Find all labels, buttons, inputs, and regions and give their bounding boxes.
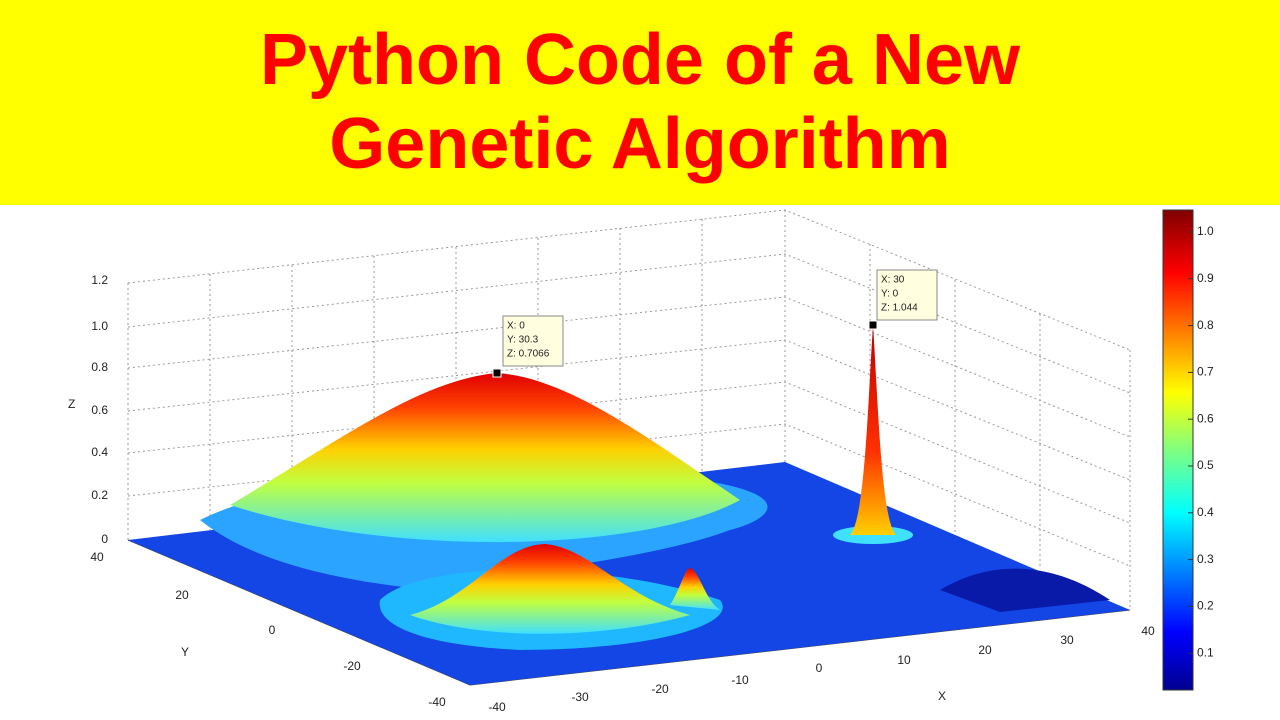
datatip-box (502, 315, 564, 367)
x-axis-label: X (938, 689, 946, 703)
datatip-line: Z: 0.7066 (507, 349, 550, 360)
title-line: Python Code of a New (259, 20, 1021, 100)
datatip-box (876, 269, 938, 321)
y-tick-label: 20 (175, 588, 189, 602)
colorbar-tick-label: 0.3 (1197, 552, 1214, 566)
colorbar (1162, 209, 1194, 691)
x-tick-label: 10 (897, 653, 911, 667)
datatip-line: Y: 30.3 (507, 335, 539, 346)
title-line: Genetic Algorithm (329, 104, 951, 184)
colorbar-tick-label: 0.2 (1197, 599, 1214, 613)
z-tick-label: 0.2 (91, 488, 108, 502)
x-tick-label: -40 (488, 700, 506, 714)
x-tick-label: -10 (731, 673, 749, 687)
colorbar-tick-label: 1.0 (1197, 224, 1214, 238)
y-tick-label: -20 (343, 659, 361, 673)
datatip-line: Z: 1.044 (881, 303, 918, 314)
surface (128, 325, 1130, 685)
title-banner: Python Code of a New Genetic Algorithm (0, 0, 1280, 205)
x-tick-label: -30 (571, 690, 589, 704)
datatip-line: X: 30 (881, 275, 905, 286)
z-tick-label: 1.0 (91, 319, 108, 333)
datatip-line: Y: 0 (881, 289, 899, 300)
datatip-marker (868, 320, 878, 330)
colorbar-tick-label: 0.7 (1197, 365, 1214, 379)
colorbar-tick-label: 0.1 (1197, 645, 1214, 659)
x-tick-label: 20 (978, 643, 992, 657)
y-axis-label: Y (181, 645, 189, 659)
datatip-marker (492, 368, 502, 378)
colorbar-tick-label: 0.9 (1197, 271, 1214, 285)
x-tick-label: 0 (816, 661, 823, 675)
z-axis-label: Z (68, 397, 75, 411)
colorbar-tick-label: 0.5 (1197, 458, 1214, 472)
z-tick-label: 0.6 (91, 403, 108, 417)
x-tick-label: 30 (1060, 633, 1074, 647)
z-tick-label: 0 (101, 532, 108, 546)
datatip-line: X: 0 (507, 321, 525, 332)
y-tick-label: 0 (269, 623, 276, 637)
colorbar-tick-label: 0.6 (1197, 411, 1214, 425)
colorbar-tick-label: 0.4 (1197, 505, 1214, 519)
z-tick-label: 1.2 (91, 273, 108, 287)
x-tick-label: -20 (651, 682, 669, 696)
z-tick-label: 0.4 (91, 445, 108, 459)
y-tick-label: -40 (428, 695, 446, 709)
colorbar-tick-label: 0.8 (1197, 318, 1214, 332)
datatip: X: 30 Y: 0 Z: 1.044 (868, 269, 938, 330)
y-tick-label: 40 (90, 550, 104, 564)
datatip: X: 0 Y: 30.3 Z: 0.7066 (492, 315, 564, 378)
x-tick-label: 40 (1141, 624, 1155, 638)
z-tick-label: 0.8 (91, 360, 108, 374)
